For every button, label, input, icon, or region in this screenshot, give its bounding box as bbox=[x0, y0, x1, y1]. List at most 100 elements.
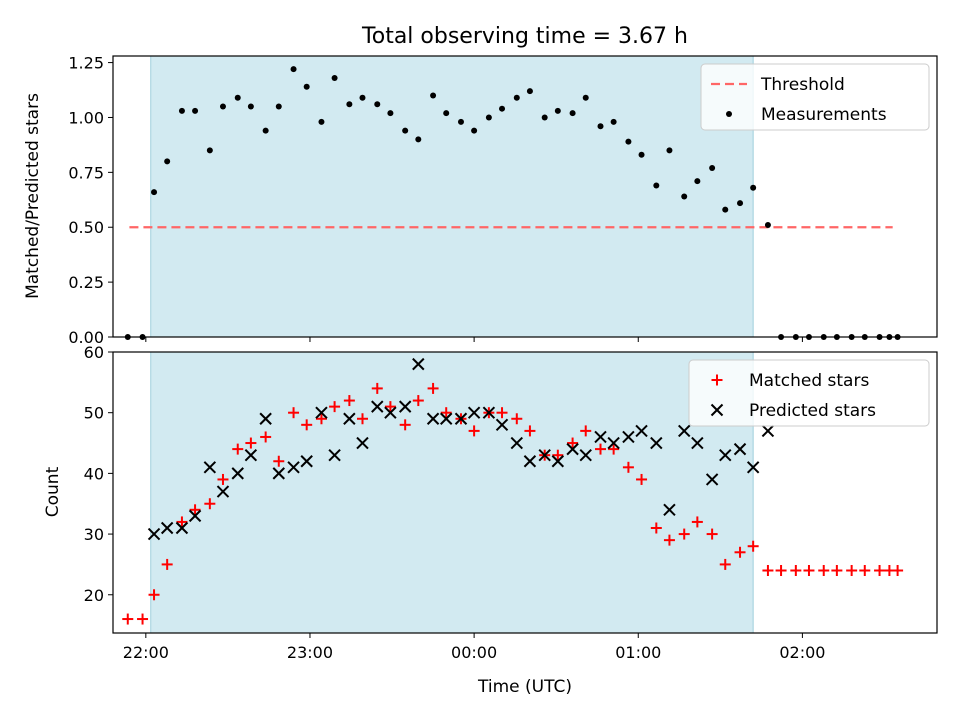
matched-point bbox=[399, 419, 411, 431]
predicted-point-b bbox=[538, 448, 551, 462]
predicted-point bbox=[594, 430, 607, 444]
matched-point bbox=[148, 589, 160, 601]
top-y-tick-label: 1.00 bbox=[68, 108, 104, 127]
matched-point bbox=[137, 613, 149, 625]
legend-label: Predicted stars bbox=[749, 401, 876, 421]
predicted-point bbox=[523, 455, 537, 468]
matched-point bbox=[232, 443, 244, 455]
matched-point bbox=[608, 443, 620, 455]
predicted-point-b bbox=[650, 436, 663, 450]
matched-point bbox=[595, 443, 607, 455]
predicted-point bbox=[147, 527, 161, 541]
predicted-point-b bbox=[719, 448, 732, 462]
measurement-point bbox=[430, 92, 437, 99]
predicted-point-b bbox=[287, 461, 300, 474]
predicted-point bbox=[551, 455, 565, 468]
top-y-tick-label: 1.25 bbox=[68, 54, 104, 73]
predicted-point bbox=[272, 467, 285, 480]
predicted-point-b bbox=[384, 406, 397, 419]
measurement-point bbox=[415, 136, 422, 143]
matched-point bbox=[678, 528, 690, 540]
matched-point bbox=[189, 504, 201, 516]
bottom-y-tick-label: 20 bbox=[84, 586, 104, 605]
predicted-point bbox=[579, 448, 592, 462]
matched-point bbox=[790, 564, 802, 576]
predicted-point-b bbox=[607, 436, 620, 450]
measurement-point bbox=[331, 74, 338, 81]
measurement-point bbox=[443, 110, 450, 117]
predicted-point-b bbox=[216, 485, 230, 498]
matched-point bbox=[176, 516, 188, 528]
measurement-point bbox=[681, 193, 688, 200]
matched-point bbox=[818, 564, 830, 576]
predicted-point-b bbox=[467, 406, 481, 419]
measurement-point bbox=[653, 182, 660, 189]
predicted-point bbox=[356, 436, 369, 450]
predicted-point-b bbox=[300, 455, 313, 468]
predicted-point bbox=[467, 406, 481, 419]
predicted-point bbox=[746, 461, 760, 474]
measurement-point bbox=[262, 127, 269, 134]
predicted-point bbox=[454, 412, 468, 425]
predicted-point-b bbox=[328, 448, 341, 462]
matched-point bbox=[440, 407, 452, 419]
measurement-point bbox=[206, 147, 213, 154]
matched-point bbox=[892, 564, 904, 576]
predicted-point bbox=[160, 521, 174, 535]
predicted-point-b bbox=[495, 418, 509, 432]
predicted-point-b bbox=[678, 424, 691, 438]
measurement-point bbox=[192, 107, 199, 114]
measurement-point bbox=[164, 158, 171, 165]
predicted-point-b bbox=[356, 436, 369, 450]
measurement-point bbox=[666, 147, 673, 154]
matched-point bbox=[288, 407, 300, 419]
matched-point bbox=[663, 534, 675, 546]
predicted-point-b bbox=[761, 424, 775, 438]
predicted-point bbox=[216, 485, 230, 498]
measurement-point bbox=[151, 189, 158, 196]
predicted-point bbox=[761, 424, 775, 438]
top-legend: Threshold Measurements bbox=[700, 63, 930, 131]
predicted-point bbox=[607, 436, 620, 450]
measurement-point bbox=[471, 127, 478, 134]
top-y-axis-label: Matched/Predicted stars bbox=[23, 93, 43, 299]
bottom-y-tick-label: 50 bbox=[84, 404, 104, 423]
predicted-point-b bbox=[343, 412, 356, 425]
predicted-point bbox=[175, 521, 189, 535]
matched-point bbox=[762, 564, 774, 576]
matched-point bbox=[511, 413, 523, 425]
matched-point bbox=[846, 564, 858, 576]
measurement-point bbox=[178, 107, 185, 114]
predicted-point bbox=[398, 400, 412, 413]
top-observing-window bbox=[150, 56, 754, 337]
bottom-y-tick-label: 60 bbox=[84, 343, 104, 362]
bottom-y-axis-label: Count bbox=[43, 466, 63, 517]
matched-point bbox=[204, 498, 216, 510]
matched-point bbox=[650, 522, 662, 534]
matched-point bbox=[468, 425, 480, 437]
predicted-point-b bbox=[371, 400, 384, 413]
predicted-point-b bbox=[579, 448, 592, 462]
bottom-observing-window bbox=[150, 352, 754, 633]
predicted-point-b bbox=[746, 461, 760, 474]
measurement-point bbox=[582, 94, 589, 101]
bottom-legend-box bbox=[688, 359, 930, 427]
x-tick-label: 01:00 bbox=[615, 643, 661, 662]
predicted-point bbox=[287, 461, 300, 474]
matched-point bbox=[427, 382, 439, 394]
measurement-point bbox=[597, 123, 604, 130]
matched-point bbox=[580, 425, 592, 437]
measurement-point bbox=[290, 66, 297, 73]
measurement-point bbox=[359, 94, 366, 101]
predicted-point-b bbox=[160, 521, 174, 535]
matched-point bbox=[636, 473, 648, 485]
predicted-point bbox=[259, 412, 272, 425]
predicted-point bbox=[231, 467, 244, 480]
matched-point bbox=[874, 564, 886, 576]
measurement-point bbox=[499, 105, 506, 112]
predicted-point-b bbox=[203, 461, 217, 474]
matched-point bbox=[706, 528, 718, 540]
matched-point bbox=[384, 401, 396, 413]
predicted-point-b bbox=[523, 455, 537, 468]
